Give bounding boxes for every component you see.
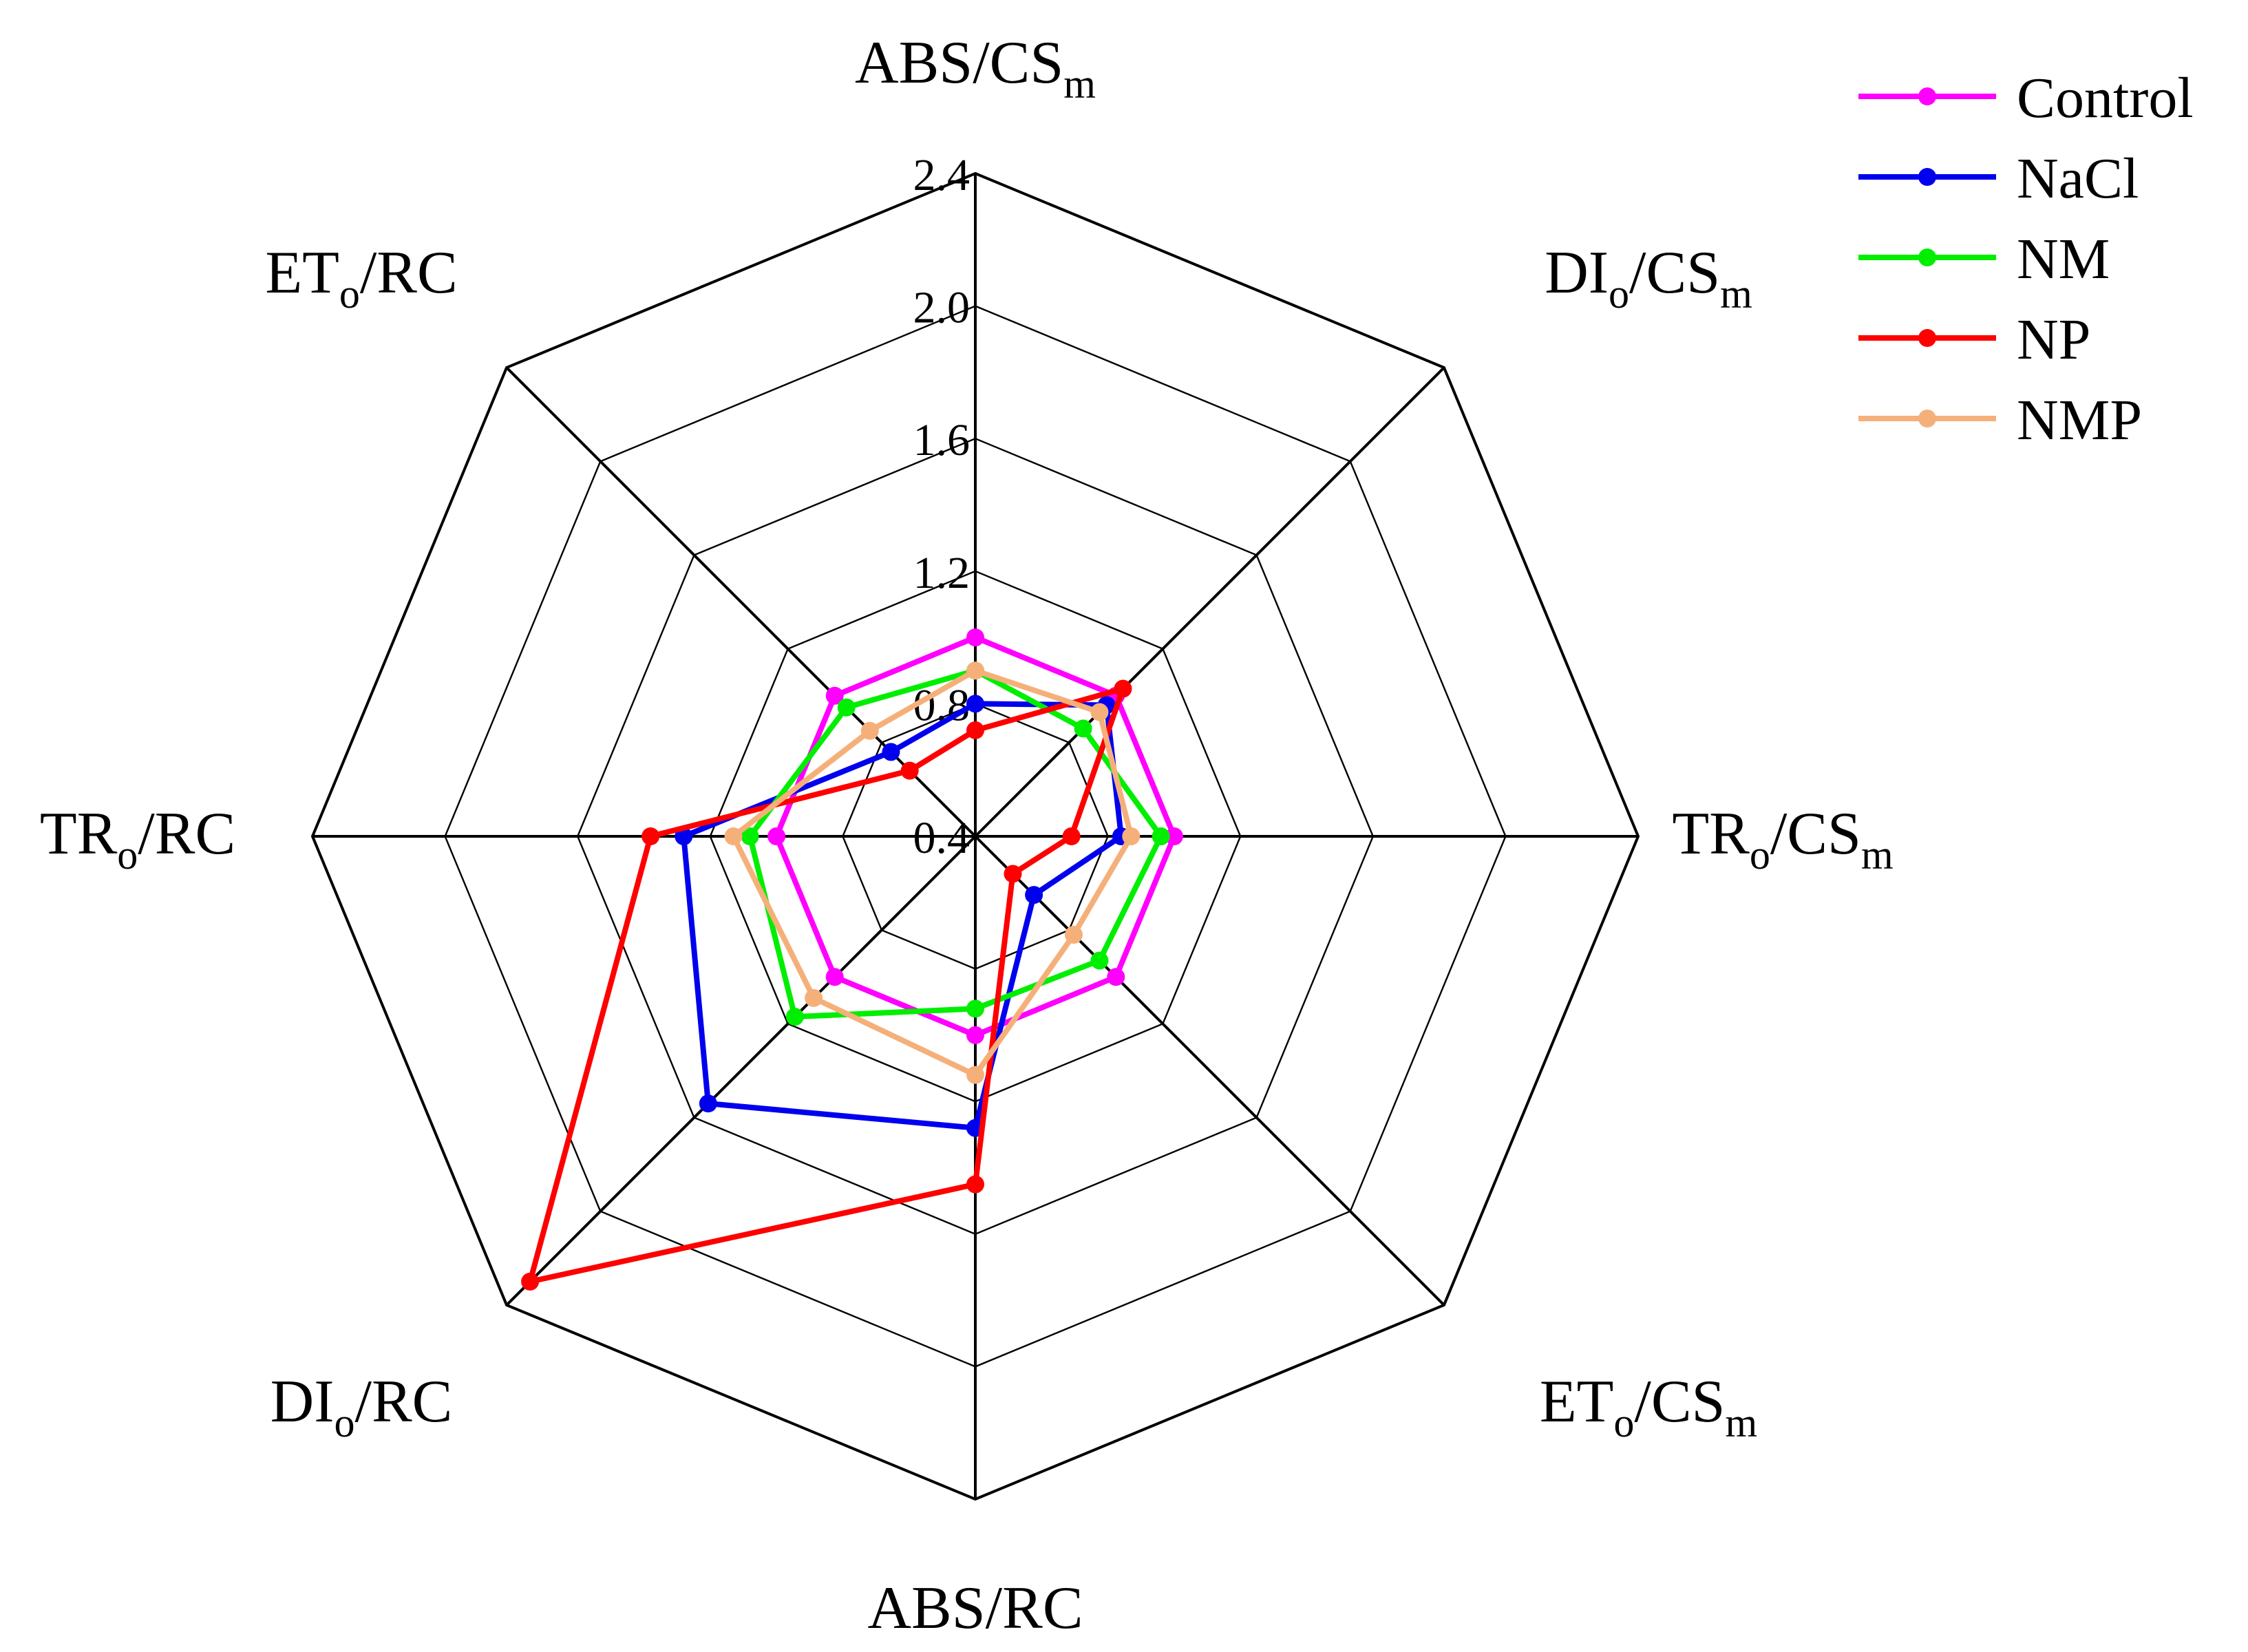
series-layer	[521, 628, 1183, 1291]
point-np-0	[966, 721, 984, 739]
axis-spoke-5	[505, 835, 977, 1306]
tick-label-4: 2.0	[913, 283, 971, 333]
axis-label-0: ABS/CSm	[855, 30, 1096, 107]
point-nacl-7	[882, 743, 900, 761]
radial-tick-labels: 0.40.81.21.62.02.4	[913, 150, 971, 863]
tick-label-3: 1.6	[913, 415, 971, 465]
point-nmp-0	[966, 661, 984, 680]
point-nmp-3	[1064, 925, 1083, 944]
legend-marker-nm	[1918, 248, 1936, 266]
point-np-7	[900, 761, 919, 780]
legend-item-nacl: NaCl	[1858, 147, 2139, 211]
point-nm-6	[741, 827, 759, 845]
point-nmp-4	[966, 1066, 984, 1084]
axis-label-5: DIo/RC	[271, 1368, 453, 1446]
legend-marker-nmp	[1918, 410, 1936, 427]
point-control-2	[1165, 827, 1183, 845]
axis-label-3: ETo/CSm	[1540, 1368, 1757, 1446]
point-control-3	[1107, 968, 1125, 986]
legend-item-control: Control	[1858, 66, 2194, 130]
point-nacl-5	[699, 1094, 717, 1113]
legend-label-nacl: NaCl	[2017, 147, 2139, 211]
point-np-1	[1114, 679, 1132, 698]
legend-label-np: NP	[2017, 308, 2090, 372]
axis-label-4: ABS/RC	[867, 1575, 1083, 1642]
point-np-2	[1062, 827, 1081, 845]
point-np-3	[1004, 865, 1022, 883]
point-control-7	[825, 686, 844, 705]
axis-labels: ABS/CSm DIo/CSm TRo/CSm ETo/CSm ABS/RC DIo/RC…	[40, 30, 1894, 1642]
legend: Control NaCl NM NP NMP	[1858, 66, 2194, 452]
point-nm-7	[837, 698, 856, 717]
point-nm-1	[1074, 719, 1092, 738]
legend-item-nmp: NMP	[1858, 388, 2142, 452]
axis-spoke-3	[974, 835, 1445, 1306]
point-nmp-6	[724, 827, 743, 845]
point-nm-4	[966, 999, 984, 1018]
tick-label-2: 1.2	[913, 548, 971, 598]
legend-label-nm: NM	[2017, 227, 2110, 291]
point-np-4	[966, 1175, 984, 1194]
axis-label-7: ETo/RC	[265, 240, 457, 317]
point-nacl-3	[1025, 886, 1043, 904]
point-nmp-2	[1122, 827, 1141, 845]
legend-item-np: NP	[1858, 308, 2090, 372]
legend-label-control: Control	[2017, 66, 2194, 130]
radar-grid	[310, 171, 1640, 1501]
point-control-5	[825, 968, 844, 986]
axis-label-1: DIo/CSm	[1545, 240, 1752, 317]
point-control-4	[966, 1026, 984, 1044]
legend-marker-np	[1918, 329, 1936, 347]
point-nmp-1	[1090, 703, 1109, 721]
point-control-0	[966, 628, 984, 647]
legend-label-nmp: NMP	[2017, 388, 2142, 452]
point-nm-3	[1090, 951, 1109, 970]
axis-label-2: TRo/CSm	[1672, 801, 1893, 878]
legend-item-nm: NM	[1858, 227, 2110, 291]
point-nmp-5	[805, 988, 823, 1007]
tick-label-0: 0.4	[913, 813, 971, 863]
legend-marker-control	[1918, 87, 1936, 105]
point-control-6	[767, 827, 786, 845]
axis-spoke-1	[974, 366, 1445, 838]
point-nm-2	[1152, 827, 1170, 845]
tick-label-5: 2.4	[913, 150, 971, 200]
legend-marker-nacl	[1918, 168, 1936, 186]
point-np-6	[641, 827, 660, 845]
point-np-5	[521, 1272, 540, 1291]
point-nm-5	[785, 1008, 804, 1026]
point-nmp-7	[860, 721, 879, 740]
point-nacl-0	[966, 695, 984, 713]
axis-label-6: TRo/RC	[40, 801, 235, 878]
series-nmp	[724, 661, 1141, 1084]
